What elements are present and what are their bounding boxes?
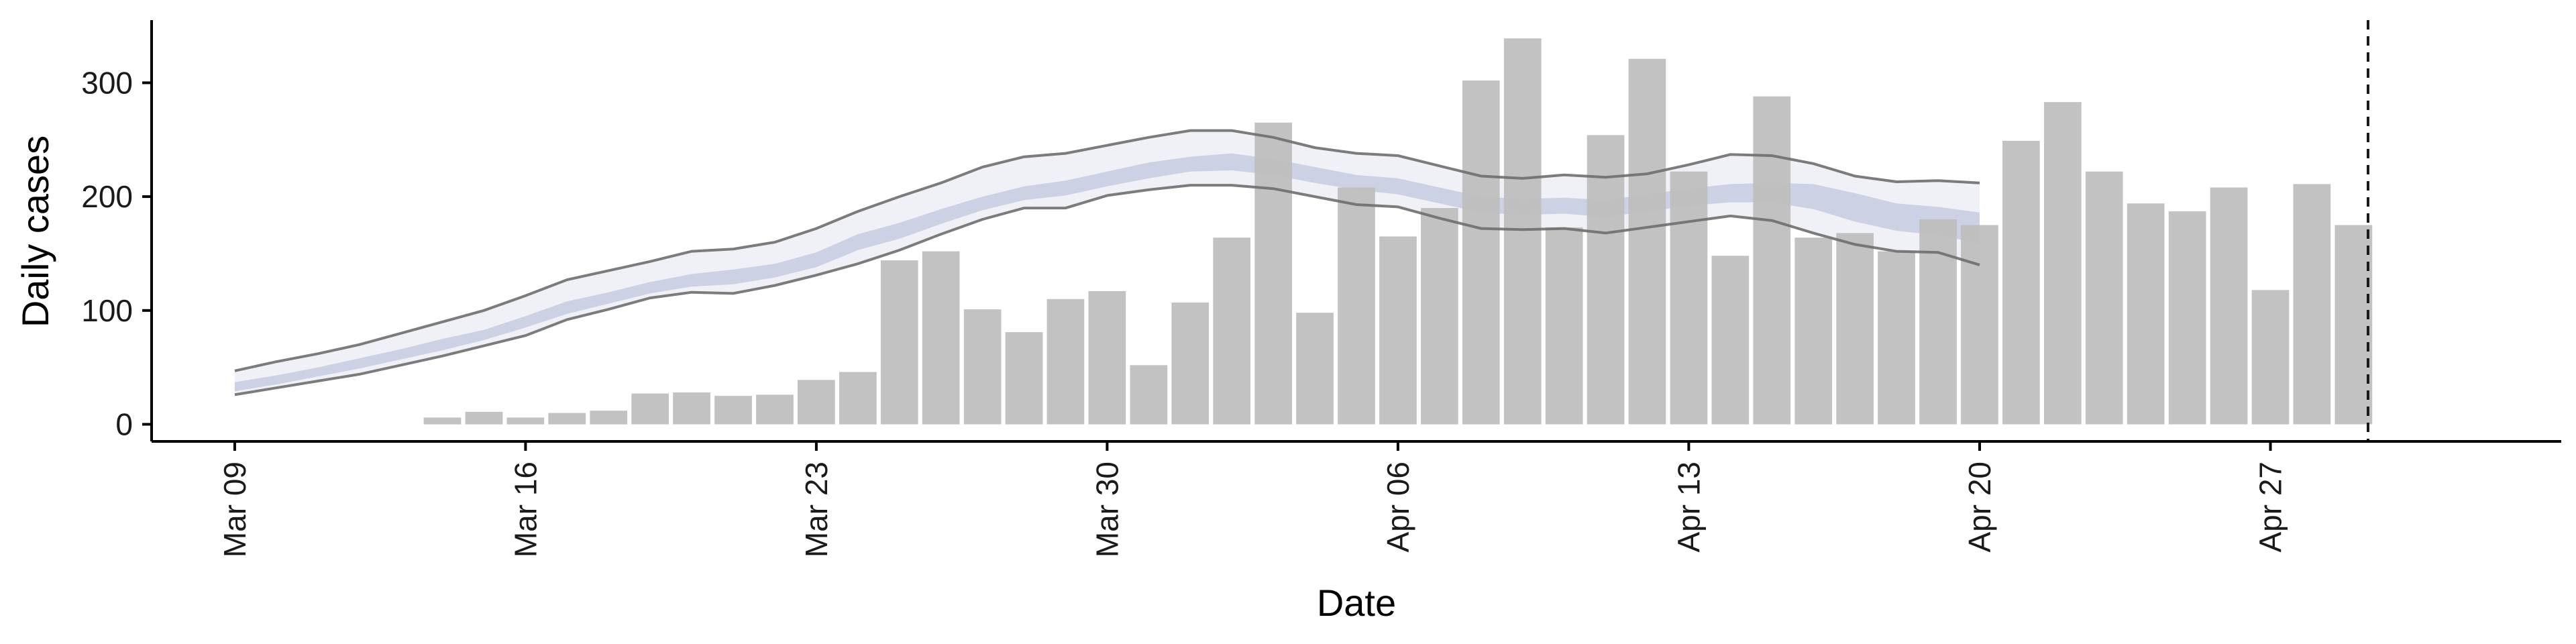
bar [2210,187,2248,425]
bar [880,260,918,425]
y-axis-title: Daily cases [14,136,56,327]
y-tick-label: 300 [81,65,133,100]
bar [506,417,545,425]
bar [1753,96,1791,425]
bar [2334,225,2373,425]
bar [839,372,877,425]
bar [2127,203,2165,425]
bar [1503,38,1542,425]
bar [1878,251,1915,425]
inner-band [234,153,1980,392]
y-tick-label: 100 [81,293,133,328]
bar [423,417,462,425]
bar [922,251,960,425]
bar [1794,237,1833,425]
bar [2293,184,2331,425]
x-tick-label: Mar 30 [1089,462,1124,557]
bar [590,411,628,425]
x-tick-label: Apr 27 [2253,462,2288,553]
axes [150,20,2561,443]
y-tick-label: 200 [81,179,133,214]
bar [1919,219,1957,425]
bar [673,392,710,425]
bar [1296,313,1334,425]
bar [465,411,503,425]
bar [2168,211,2206,425]
bar [1130,365,1168,425]
bar [1005,332,1043,425]
bar [798,380,835,425]
bar [548,413,586,425]
band-upper-line [234,129,1980,372]
bar [1545,227,1583,425]
x-tick-label: Mar 23 [799,462,834,557]
outer-band [234,130,1980,395]
bar [1462,80,1500,425]
bar [1961,225,1998,425]
daily-case-bars [423,38,2373,425]
x-tick-label: Apr 06 [1381,462,1415,553]
bar [1379,236,1417,425]
bar [2002,140,2040,425]
bar [1213,237,1250,425]
bar [1088,291,1126,425]
y-ticks: 0 100 200 300 [81,65,152,442]
x-tick-label: Mar 09 [217,462,252,557]
bar [1421,208,1458,425]
bar [1046,299,1085,425]
bar [1628,58,1666,425]
bar [1836,233,1874,425]
bar [2044,102,2082,425]
bar [756,394,794,425]
bar [1587,135,1625,425]
estimate-band-edges [234,129,1980,396]
bar [631,393,669,425]
bar [963,309,1002,425]
x-tick-label: Mar 16 [508,462,543,557]
bar [1171,302,1210,425]
bar [1338,187,1375,425]
bar [2251,290,2290,425]
x-tick-label: Apr 13 [1671,462,1706,553]
estimate-bands [234,130,1980,395]
x-ticks: Mar 09 Mar 16 Mar 23 Mar 30 Apr 06 Apr 13 Apr … [217,441,2288,557]
bar [1670,171,1708,425]
bar [2085,171,2123,425]
x-tick-label: Apr 20 [1962,462,1997,553]
bar [1711,256,1750,425]
y-tick-label: 0 [115,407,133,442]
bar [1254,122,1292,425]
band-lower-line [234,184,1980,396]
bar [714,396,752,425]
x-axis-title: Date [1317,582,1396,624]
